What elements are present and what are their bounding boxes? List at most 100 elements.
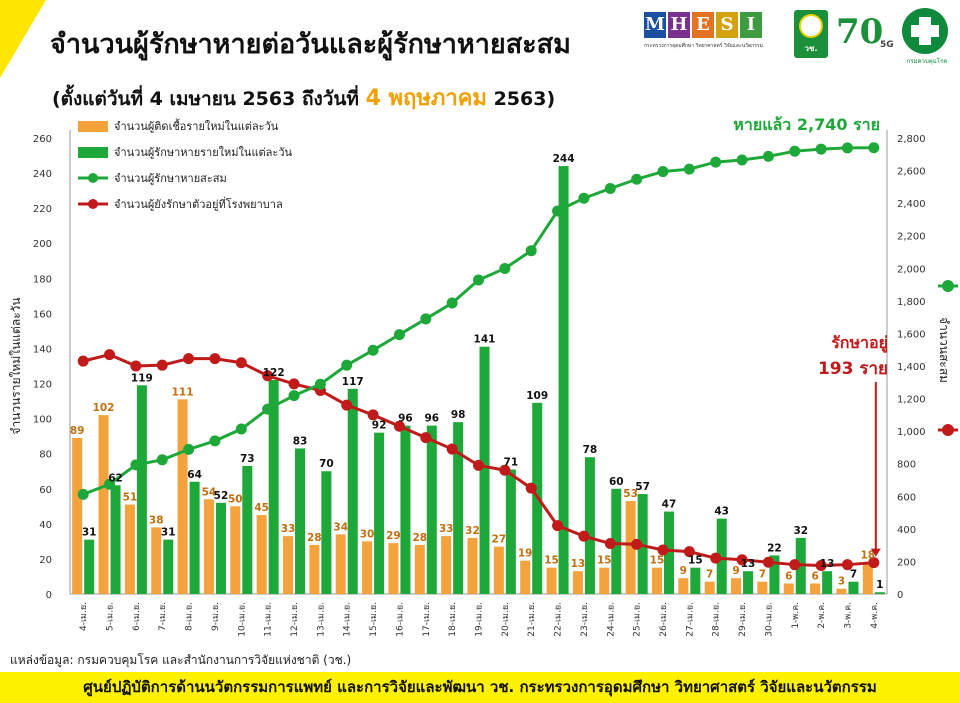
new-recovered-bar — [295, 448, 306, 594]
new-recovered-data-label: 52 — [214, 490, 229, 502]
x-tick-label: 6-เม.ย. — [132, 602, 142, 631]
new-cases-data-label: 28 — [412, 532, 427, 544]
new-cases-bar — [256, 515, 267, 594]
new-recovered-bar — [743, 571, 754, 594]
new-recovered-data-label: 70 — [319, 458, 334, 470]
x-tick-label: 2-พ.ค. — [817, 602, 827, 629]
in-hospital-point — [235, 357, 247, 369]
in-treatment-annotation-line1: รักษาอยู่ — [831, 333, 888, 354]
x-tick-label: 13-เม.ย. — [316, 602, 326, 637]
new-cases-data-label: 29 — [386, 530, 401, 542]
in-hospital-point — [262, 370, 274, 382]
ddc-logo — [902, 8, 948, 54]
cumulative-recovered-point — [473, 274, 484, 286]
legend-label: จำนวนผู้ยังรักษาตัวอยู่ที่โรงพยาบาล — [114, 196, 283, 211]
in-hospital-point — [393, 420, 405, 432]
new-recovered-data-label: 31 — [161, 527, 176, 539]
new-cases-bar — [572, 571, 583, 594]
new-cases-bar — [783, 583, 794, 594]
x-tick-label: 3-พ.ค. — [843, 602, 853, 629]
right-tick-label: 800 — [897, 460, 916, 471]
medical-cross-icon-bar — [911, 25, 939, 37]
new-recovered-bar — [453, 422, 464, 594]
mhesi-letter-h: H — [668, 12, 690, 38]
new-recovered-bar — [242, 465, 253, 594]
nrct-seal-icon — [799, 14, 823, 38]
new-cases-bar — [651, 567, 662, 594]
new-recovered-data-label: 92 — [372, 420, 387, 432]
new-recovered-data-label: 1 — [876, 579, 883, 591]
new-recovered-data-label: 57 — [635, 481, 650, 493]
right-tick-label: 1,400 — [897, 362, 926, 373]
in-hospital-point — [683, 546, 695, 558]
new-cases-data-label: 54 — [202, 486, 217, 498]
in-hospital-point — [815, 560, 827, 571]
cumulative-recovered-point — [841, 142, 853, 154]
cumulative-recovered-point — [525, 245, 537, 257]
new-recovered-data-label: 60 — [609, 476, 624, 488]
in-hospital-point — [420, 432, 432, 444]
new-recovered-bar — [400, 425, 411, 594]
new-recovered-data-label: 78 — [583, 444, 598, 456]
x-tick-label: 19-เม.ย. — [475, 602, 485, 637]
seventy-years-number: 70 — [836, 12, 884, 52]
new-recovered-data-label: 141 — [474, 334, 496, 346]
cumulative-recovered-point — [367, 344, 379, 356]
x-tick-label: 20-เม.ย. — [501, 602, 511, 637]
x-tick-label: 4-พ.ค. — [870, 602, 880, 629]
subtitle-highlight-date: 4 พฤษภาคม — [365, 86, 487, 111]
cumulative-recovered-point — [314, 378, 326, 390]
x-tick-label: 25-เม.ย. — [633, 602, 643, 637]
yellow-corner-decoration — [0, 0, 46, 78]
cumulative-recovered-point — [631, 173, 643, 185]
new-cases-data-label: 53 — [623, 488, 638, 500]
subtitle-suffix: 2563) — [493, 88, 556, 110]
left-tick-label: 260 — [33, 134, 52, 145]
right-tick-label: 2,400 — [897, 199, 926, 210]
in-hospital-point — [156, 359, 168, 371]
new-cases-bar — [599, 567, 610, 594]
new-recovered-bar — [347, 388, 358, 594]
new-recovered-bar — [84, 539, 95, 594]
right-tick-label: 2,800 — [897, 134, 926, 145]
in-hospital-point — [446, 443, 458, 455]
cumulative-recovered-point — [683, 163, 695, 175]
right-tick-label: 1,200 — [897, 395, 926, 406]
new-cases-data-label: 111 — [172, 386, 194, 398]
right-tick-label: 600 — [897, 492, 916, 503]
new-recovered-data-label: 244 — [553, 153, 575, 165]
right-tick-label: 400 — [897, 525, 916, 536]
left-tick-label: 200 — [33, 239, 52, 250]
right-tick-label: 1,800 — [897, 297, 926, 308]
cumulative-recovered-point — [604, 182, 616, 194]
left-axis-title: จำนวนรายใหม่ในแต่ละวัน — [9, 297, 23, 434]
left-tick-label: 140 — [33, 344, 52, 355]
cumulative-recovered-point — [183, 443, 195, 455]
left-tick-label: 60 — [39, 485, 52, 496]
legend-label: จำนวนผู้รักษาหายสะสม — [114, 172, 227, 185]
new-cases-bar — [362, 541, 373, 594]
five-g-label: 5G — [880, 40, 894, 50]
cumulative-recovered-point — [868, 142, 880, 154]
cumulative-recovered-point — [789, 145, 801, 157]
cumulative-recovered-point — [235, 423, 247, 435]
right-tick-label: 200 — [897, 557, 916, 568]
cumulative-recovered-point — [77, 488, 89, 500]
cumulative-recovered-point — [156, 454, 168, 466]
new-cases-bar — [493, 546, 504, 594]
in-hospital-point — [657, 544, 669, 556]
left-tick-label: 0 — [46, 590, 52, 601]
new-recovered-bar — [268, 380, 279, 594]
new-cases-bar — [836, 588, 847, 594]
cumulative-recovered-point — [393, 329, 405, 341]
legend-swatch-marker — [88, 173, 98, 183]
new-cases-bar — [230, 506, 241, 594]
cumulative-recovered-point — [420, 313, 432, 325]
cumulative-recovered-point — [552, 205, 564, 217]
new-cases-bar — [72, 437, 83, 594]
x-tick-label: 9-เม.ย. — [211, 602, 221, 631]
new-cases-data-label: 33 — [439, 523, 454, 535]
new-cases-bar — [704, 581, 715, 594]
new-recovered-bar — [874, 592, 885, 594]
